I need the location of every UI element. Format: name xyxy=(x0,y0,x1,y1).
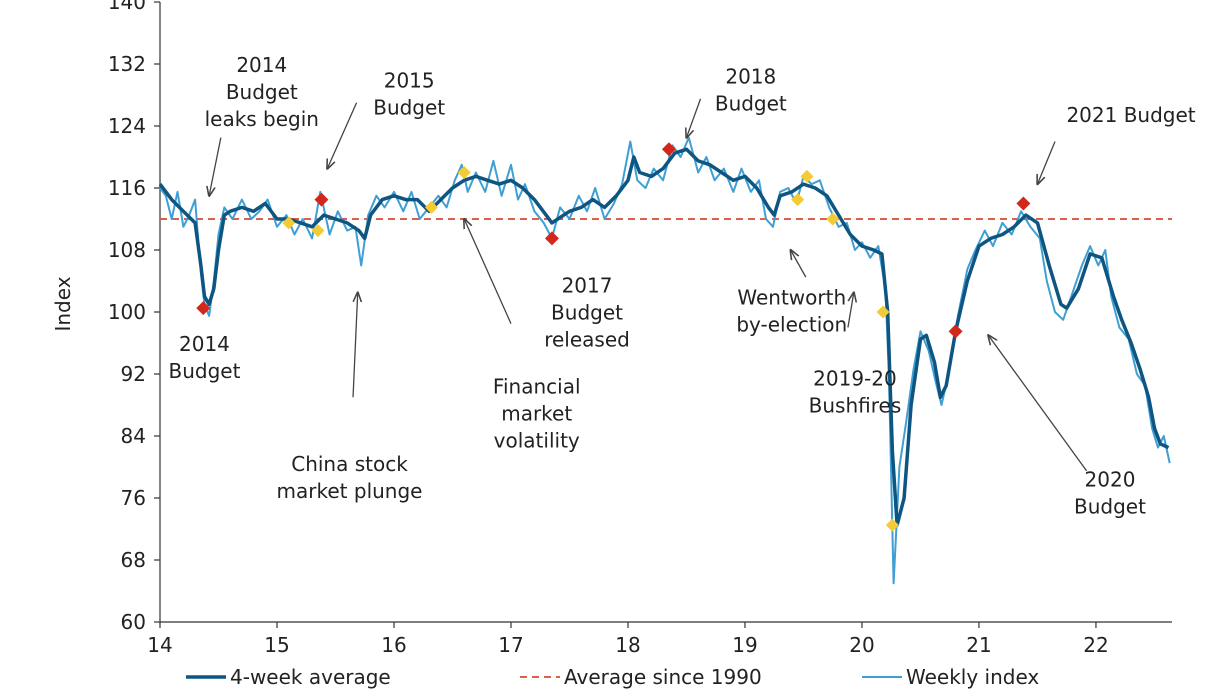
legend-label: Weekly index xyxy=(906,665,1039,689)
annotation-line: Budget xyxy=(226,80,298,104)
x-tick-label: 14 xyxy=(147,633,172,657)
event-marker xyxy=(876,305,890,319)
annotation-line: 2018 xyxy=(725,64,776,88)
y-tick-label: 84 xyxy=(121,424,146,448)
annotation-arrow xyxy=(327,102,358,169)
annotation-line: 2017 xyxy=(562,274,613,298)
annotation-arrow xyxy=(464,219,512,324)
annotation-line: market xyxy=(501,401,572,425)
annotations: 2014 Budget leaks begin 2015 Budget 2018 Budge… xyxy=(168,53,1195,519)
annotation-arrow xyxy=(1037,141,1056,185)
annotation-line: volatility xyxy=(494,428,580,452)
annotation-line: by-election xyxy=(736,312,847,336)
annotation-label: 2019-20 Bushfires xyxy=(809,367,902,418)
x-tick-label: 20 xyxy=(849,633,874,657)
annotation-label: 2018 Budget xyxy=(715,64,787,115)
y-axis: 60 68 76 84 92 100 108 116 124 132 140 xyxy=(108,0,161,634)
annotation-line: leaks begin xyxy=(205,107,319,131)
event-marker xyxy=(826,212,840,226)
annotation-label: 2021 Budget xyxy=(1066,103,1195,127)
y-tick-label: 140 xyxy=(108,0,146,14)
y-tick-label: 108 xyxy=(108,238,146,262)
budget-marker xyxy=(314,192,329,207)
annotation-label: 2020 Budget xyxy=(1074,467,1146,518)
event-marker xyxy=(282,216,296,230)
annotation-line: Wentworth xyxy=(737,285,846,309)
x-tick-label: 16 xyxy=(381,633,406,657)
annotation-line: 2015 xyxy=(384,68,435,92)
y-tick-label: 100 xyxy=(108,300,146,324)
annotation-arrow xyxy=(686,98,702,138)
annotation-line: 2019-20 xyxy=(813,367,897,391)
annotation-arrow xyxy=(352,293,358,398)
annotation-line: Bushfires xyxy=(809,394,902,418)
y-axis-title: Index xyxy=(51,276,75,331)
annotation-arrow xyxy=(988,335,1088,472)
annotation-line: Budget xyxy=(715,91,787,115)
x-tick-label: 17 xyxy=(498,633,523,657)
x-tick-label: 21 xyxy=(966,633,991,657)
annotation-label: Financial market volatility xyxy=(493,374,581,452)
legend: 4-week average Average since 1990 Weekly i… xyxy=(186,665,1039,689)
annotation-label: 2017 Budget released xyxy=(544,274,630,352)
annotation-label: 2014 Budget leaks begin xyxy=(205,53,319,131)
budget-marker xyxy=(1016,196,1031,211)
y-tick-label: 60 xyxy=(121,610,146,634)
event-marker xyxy=(800,169,814,183)
annotation-line: 2021 Budget xyxy=(1066,103,1195,127)
y-tick-label: 116 xyxy=(108,176,146,200)
y-tick-label: 68 xyxy=(121,548,146,572)
four-week-average-line xyxy=(158,147,1170,527)
x-tick-label: 15 xyxy=(264,633,289,657)
annotation-line: market plunge xyxy=(277,479,423,503)
annotation-label: 2015 Budget xyxy=(373,68,445,119)
event-marker xyxy=(424,200,438,214)
x-tick-label: 22 xyxy=(1083,633,1108,657)
annotation-arrow xyxy=(209,137,222,196)
event-marker xyxy=(457,166,471,179)
annotation-arrow xyxy=(791,250,807,278)
annotation-label: China stock market plunge xyxy=(277,452,423,503)
plot-lines xyxy=(158,136,1172,585)
annotation-label: 2014 Budget xyxy=(168,332,240,383)
annotation-line: Budget xyxy=(373,95,445,119)
event-marker xyxy=(791,193,805,207)
y-tick-label: 92 xyxy=(121,362,146,386)
budget-marker xyxy=(661,142,676,157)
budget-marker xyxy=(544,231,559,246)
budget-marker xyxy=(196,301,211,316)
annotation-line: released xyxy=(544,328,630,352)
event-marker xyxy=(311,224,325,238)
annotation-line: Budget xyxy=(551,301,623,325)
annotation-label: Wentworth by-election xyxy=(736,285,847,336)
annotation-arrow xyxy=(847,293,854,328)
annotation-line: Budget xyxy=(168,359,240,383)
annotation-line: 2014 xyxy=(179,332,230,356)
x-tick-label: 19 xyxy=(732,633,757,657)
x-tick-label: 18 xyxy=(615,633,640,657)
plot-markers xyxy=(196,142,1031,532)
legend-label: 4-week average xyxy=(230,665,391,689)
annotation-line: Budget xyxy=(1074,494,1146,518)
annotation-line: China stock xyxy=(291,452,408,476)
annotation-line: Financial xyxy=(493,374,581,398)
y-tick-label: 124 xyxy=(108,114,146,138)
annotation-line: 2020 xyxy=(1085,467,1136,491)
annotation-line: 2014 xyxy=(236,53,287,77)
legend-label: Average since 1990 xyxy=(564,665,762,689)
annotation-arrows xyxy=(209,98,1088,472)
y-tick-label: 132 xyxy=(108,52,146,76)
event-marker xyxy=(885,518,899,532)
budget-marker xyxy=(948,324,963,339)
x-axis: 14 15 16 17 18 19 20 21 22 xyxy=(147,621,1172,657)
y-tick-label: 76 xyxy=(121,486,146,510)
